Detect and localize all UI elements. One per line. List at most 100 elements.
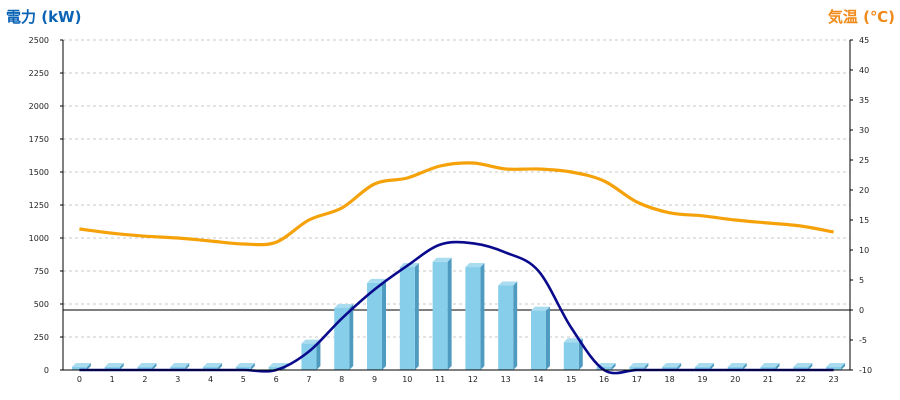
- x-tick-label: 3: [175, 375, 180, 384]
- bar: [71, 363, 91, 370]
- left-tick-label: 750: [34, 267, 49, 276]
- right-tick-label: 10: [859, 246, 869, 255]
- x-tick-label: 10: [402, 375, 412, 384]
- bar-side: [250, 363, 255, 370]
- bar: [694, 363, 714, 370]
- bar-top: [662, 363, 682, 367]
- x-tick-label: 23: [829, 375, 839, 384]
- line-series: [79, 161, 834, 375]
- bar-top: [367, 278, 387, 283]
- bar-top: [137, 363, 157, 367]
- bar: [399, 263, 419, 370]
- bar-side: [545, 306, 550, 370]
- bar-top: [498, 281, 518, 286]
- bar-side: [677, 363, 682, 370]
- bar-face: [367, 282, 383, 370]
- bar-face: [170, 367, 186, 370]
- bar: [826, 363, 846, 370]
- x-tick-label: 15: [566, 375, 576, 384]
- bar-top: [629, 363, 649, 367]
- x-tick-label: 6: [274, 375, 279, 384]
- right-tick-label: 0: [859, 306, 864, 315]
- bar-side: [775, 363, 780, 370]
- right-tick-label: 5: [859, 276, 864, 285]
- bar-top: [104, 363, 124, 367]
- left-tick-label: 2000: [29, 102, 49, 111]
- right-tick-label: 45: [859, 36, 869, 45]
- bar-side: [611, 363, 616, 370]
- right-axis-title: 気温 (℃): [828, 8, 895, 26]
- bar-face: [563, 342, 579, 370]
- x-tick-label: 8: [339, 375, 344, 384]
- bar-face: [629, 367, 645, 370]
- x-tick-label: 2: [142, 375, 147, 384]
- bar-top: [694, 363, 714, 367]
- bar-side: [119, 363, 124, 370]
- bar: [498, 281, 518, 370]
- bar-top: [465, 263, 485, 268]
- bar-side: [382, 278, 387, 370]
- bar-face: [826, 367, 842, 370]
- bar: [793, 363, 813, 370]
- left-tick-label: 0: [44, 366, 49, 375]
- bar-side: [86, 363, 91, 370]
- x-tick-label: 18: [665, 375, 675, 384]
- bar-face: [793, 367, 809, 370]
- bar-side: [480, 263, 485, 370]
- right-tick-label: -10: [859, 366, 872, 375]
- bar: [235, 363, 255, 370]
- x-tick-label: 4: [208, 375, 213, 384]
- bar-face: [301, 343, 317, 370]
- bar-side: [185, 363, 190, 370]
- bar-top: [793, 363, 813, 367]
- bar-top: [301, 339, 321, 344]
- right-tick-label: 35: [859, 96, 869, 105]
- bar: [629, 363, 649, 370]
- x-tick-label: 17: [632, 375, 642, 384]
- bar-side: [447, 257, 452, 370]
- left-tick-label: 1500: [29, 168, 49, 177]
- bar-top: [203, 363, 223, 367]
- bar-face: [203, 367, 219, 370]
- bar-face: [71, 367, 87, 370]
- x-tick-label: 11: [435, 375, 445, 384]
- right-tick-label: 20: [859, 186, 869, 195]
- bar-side: [808, 363, 813, 370]
- bar-side: [349, 303, 354, 370]
- bar: [104, 363, 124, 370]
- bar-face: [104, 367, 120, 370]
- bar: [432, 257, 452, 370]
- x-tick-label: 14: [533, 375, 543, 384]
- x-tick-label: 7: [306, 375, 311, 384]
- bar-face: [399, 267, 415, 370]
- bar-face: [662, 367, 678, 370]
- x-tick-label: 19: [697, 375, 707, 384]
- bar: [301, 339, 321, 370]
- bar-face: [694, 367, 710, 370]
- bar-face: [432, 261, 448, 370]
- x-tick-label: 12: [468, 375, 478, 384]
- temperature-line: [79, 161, 834, 247]
- right-tick-label: 40: [859, 66, 869, 75]
- left-tick-label: 250: [34, 333, 49, 342]
- bar-series: [71, 257, 846, 370]
- bar: [727, 363, 747, 370]
- x-tick-label: 22: [796, 375, 806, 384]
- right-tick-label: 30: [859, 126, 869, 135]
- bar-face: [498, 285, 514, 370]
- bar-face: [727, 367, 743, 370]
- bar: [760, 363, 780, 370]
- bar: [530, 306, 550, 370]
- x-tick-label: 21: [763, 375, 773, 384]
- bar-top: [268, 363, 288, 367]
- axes: 02505007501000125015001750200022502500-1…: [29, 36, 872, 384]
- gridlines: [63, 39, 850, 338]
- bar-side: [578, 338, 583, 370]
- bar-top: [530, 306, 550, 311]
- bar-side: [513, 281, 518, 370]
- bar-side: [414, 263, 419, 370]
- left-tick-label: 1000: [29, 234, 49, 243]
- bar: [662, 363, 682, 370]
- bar-top: [760, 363, 780, 367]
